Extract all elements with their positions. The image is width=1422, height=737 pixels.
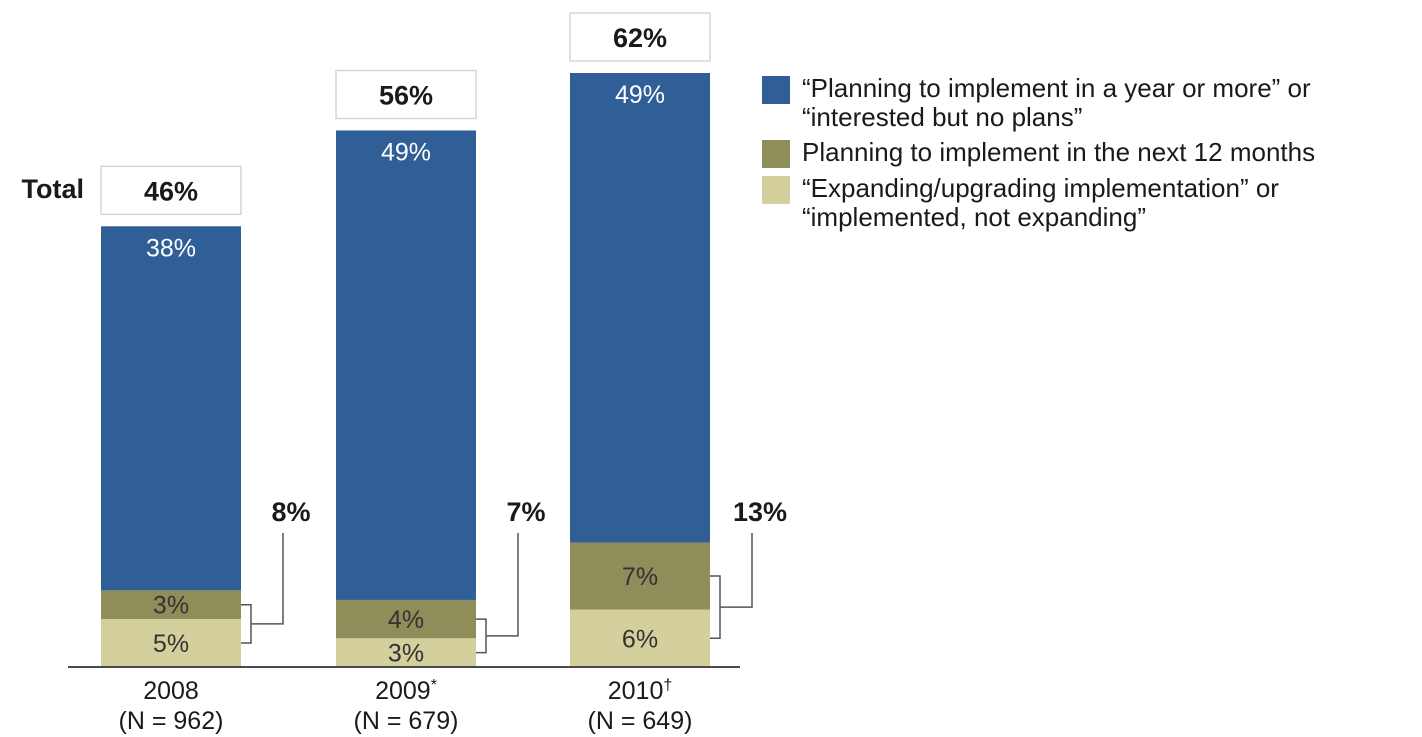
- bar-segment: [570, 542, 710, 610]
- subtotal-value: 13%: [733, 497, 787, 527]
- legend-swatch-blue: [762, 76, 790, 104]
- tick-label-year: 2009*: [375, 677, 437, 705]
- legend-label: Planning to implement in the next 12 mon…: [802, 137, 1316, 167]
- tick-label-year: 2010†: [608, 677, 673, 705]
- bar-segment: [101, 619, 241, 667]
- tick-label-n: (N = 679): [354, 707, 459, 735]
- bar-segment: [336, 599, 476, 639]
- legend: “Planning to implement in a year or more…: [762, 74, 1412, 238]
- tick-label-n: (N = 962): [119, 707, 224, 735]
- legend-swatch-tan: [762, 176, 790, 204]
- tick-label-year: 2008: [143, 677, 199, 705]
- total-value: 56%: [379, 80, 433, 110]
- bracket: [710, 575, 721, 640]
- segment-label: 3%: [388, 640, 424, 668]
- legend-item-next-12-months: Planning to implement in the next 12 mon…: [762, 138, 1412, 168]
- bar-segment: [336, 130, 476, 600]
- subtotal-value: 8%: [271, 497, 310, 527]
- segment-label: 3%: [153, 592, 189, 620]
- tick-label-n: (N = 649): [588, 707, 693, 735]
- total-value: 46%: [144, 176, 198, 206]
- bracket-connector: [486, 533, 519, 637]
- bracket: [241, 603, 252, 644]
- segment-label: 49%: [615, 81, 665, 109]
- segment-label: 4%: [388, 606, 424, 634]
- total-label: Total: [22, 174, 85, 204]
- bar-segment: [101, 226, 241, 591]
- bar-segment: [101, 590, 241, 620]
- bar-segment: [570, 609, 710, 667]
- bracket: [476, 618, 487, 654]
- subtotal-value: 7%: [506, 497, 545, 527]
- segment-label: 49%: [381, 138, 431, 166]
- total-value: 62%: [613, 23, 667, 53]
- legend-item-implemented: “Expanding/upgrading implementation” or …: [762, 174, 1412, 232]
- segment-label: 5%: [153, 630, 189, 658]
- legend-label: “Expanding/upgrading implementation” or …: [802, 173, 1279, 232]
- segment-label: 38%: [146, 234, 196, 262]
- segment-label: 6%: [622, 625, 658, 653]
- segment-label: 7%: [622, 563, 658, 591]
- legend-item-year-or-more: “Planning to implement in a year or more…: [762, 74, 1412, 132]
- bracket-connector: [720, 533, 753, 608]
- legend-swatch-olive: [762, 140, 790, 168]
- total-box: [335, 69, 477, 120]
- total-box: [100, 165, 242, 216]
- legend-label: “Planning to implement in a year or more…: [802, 73, 1311, 132]
- bar-segment: [570, 73, 710, 543]
- bracket-connector: [251, 533, 284, 625]
- total-box: [569, 12, 711, 62]
- bar-segment: [336, 638, 476, 667]
